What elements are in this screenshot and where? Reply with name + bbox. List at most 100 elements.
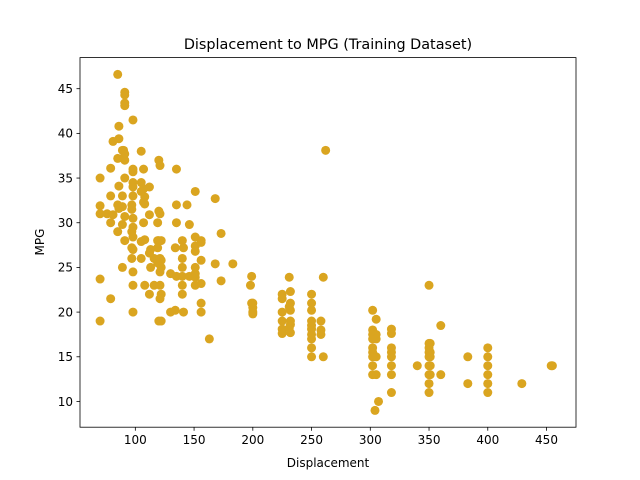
y-tick-label: 30 [58, 216, 73, 230]
data-point [95, 209, 105, 219]
y-tick-label: 40 [58, 127, 73, 141]
data-point [285, 328, 295, 338]
data-point [114, 121, 124, 131]
data-point [424, 379, 434, 389]
data-point [120, 236, 130, 246]
data-point [128, 307, 138, 317]
data-point [136, 237, 146, 247]
points-layer [95, 69, 557, 415]
data-point [156, 316, 166, 326]
x-axis-label: Displacement [287, 456, 370, 470]
data-point [170, 305, 180, 315]
data-point [210, 194, 220, 204]
data-point [127, 204, 137, 214]
data-point [307, 352, 317, 362]
data-point [127, 243, 137, 253]
data-point [483, 388, 493, 398]
data-point [139, 218, 149, 228]
data-point [247, 271, 257, 281]
data-point [144, 289, 154, 299]
data-point [117, 220, 127, 230]
data-point [368, 305, 378, 315]
data-point [277, 307, 287, 317]
data-point [386, 370, 396, 380]
data-point [113, 153, 123, 163]
data-point [463, 352, 473, 362]
data-point [517, 379, 527, 389]
data-point [127, 253, 137, 263]
data-point [318, 352, 328, 362]
data-point [277, 316, 287, 326]
data-point [248, 303, 258, 313]
data-point [106, 218, 116, 228]
x-axis-ticks: 100 150 200 250 300 350 400 450 [124, 427, 558, 447]
data-point [177, 262, 187, 272]
data-point [120, 101, 130, 111]
data-point [171, 218, 181, 228]
x-tick-label: 450 [535, 433, 558, 447]
data-point [120, 155, 130, 165]
data-point [140, 280, 150, 290]
data-point [120, 173, 130, 183]
data-point [371, 314, 381, 324]
data-point [483, 352, 493, 362]
data-point [117, 191, 127, 201]
data-point [106, 163, 116, 173]
y-axis-label: MPG [33, 229, 47, 256]
data-point [128, 167, 138, 177]
data-point [170, 243, 180, 253]
data-point [113, 69, 123, 79]
data-point [386, 361, 396, 371]
data-point [128, 222, 138, 232]
data-point [155, 267, 165, 277]
data-point [177, 271, 187, 281]
data-point [128, 232, 138, 242]
x-tick-label: 100 [124, 433, 147, 447]
data-point [113, 227, 123, 237]
data-point [483, 361, 493, 371]
data-point [425, 352, 435, 362]
data-point [190, 262, 200, 272]
axes-frame [79, 57, 577, 428]
x-tick-label: 400 [476, 433, 499, 447]
data-point [196, 255, 206, 265]
data-point [119, 145, 129, 155]
data-point [128, 213, 138, 223]
data-point [136, 146, 146, 156]
data-point [386, 388, 396, 398]
data-point [284, 302, 294, 312]
data-point [386, 352, 396, 362]
data-point [108, 210, 118, 220]
data-point [368, 361, 378, 371]
data-point [179, 307, 188, 317]
data-point [106, 191, 116, 201]
data-point [120, 90, 130, 100]
data-point [483, 370, 493, 380]
data-point [371, 352, 381, 362]
data-point [144, 210, 154, 220]
data-point [424, 388, 434, 398]
data-point [177, 289, 187, 299]
data-point [196, 279, 206, 289]
data-point [114, 203, 124, 213]
data-point [228, 259, 238, 269]
data-point [436, 370, 446, 380]
data-point [136, 253, 146, 263]
data-point [374, 396, 384, 406]
data-point [371, 370, 381, 380]
data-point [190, 186, 200, 196]
data-point [140, 199, 150, 209]
data-point [370, 405, 380, 415]
data-point [128, 267, 138, 277]
data-point [171, 164, 181, 174]
data-point [114, 181, 124, 191]
y-tick-label: 35 [58, 171, 73, 185]
x-tick-label: 350 [418, 433, 441, 447]
data-point [155, 294, 165, 304]
data-point [177, 236, 187, 246]
data-point [95, 173, 105, 183]
data-point [248, 309, 258, 319]
data-point [128, 115, 138, 125]
data-point [245, 280, 255, 290]
